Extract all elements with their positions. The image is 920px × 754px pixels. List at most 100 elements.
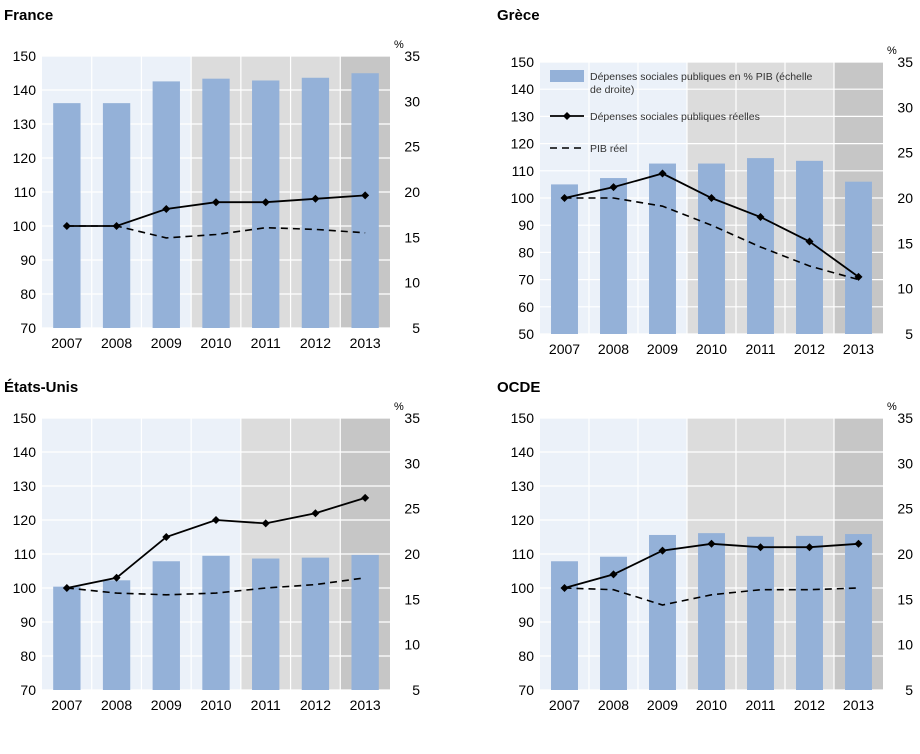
point-marker	[756, 213, 765, 222]
left-tick-label: 140	[511, 444, 535, 460]
left-tick-label: 80	[518, 244, 534, 260]
chart-title: France	[4, 7, 53, 24]
x-tick-label: 2008	[101, 697, 132, 713]
left-tick-label: 90	[518, 217, 534, 233]
left-tick-label: 110	[14, 184, 37, 200]
right-tick-label: 25	[404, 501, 420, 517]
x-tick-label: 2007	[51, 697, 82, 713]
bar	[698, 533, 725, 690]
point-marker	[162, 205, 171, 213]
bar	[600, 178, 627, 334]
right-tick-label: 30	[404, 93, 420, 109]
bar	[698, 163, 725, 334]
series-line-gdp	[66, 577, 366, 596]
point-marker	[261, 519, 270, 528]
chart-panel-1: Grèce 50 60 70 80 90 100 110 120 130 140 150 5 10 15 20…	[497, 7, 913, 357]
right-tick-label: 10	[897, 637, 913, 653]
point-marker	[212, 516, 220, 524]
bar	[551, 184, 578, 334]
x-tick-label: 2007	[549, 697, 580, 713]
x-tick-label: 2011	[745, 697, 775, 713]
left-tick-label: 60	[518, 299, 534, 315]
right-tick-label: 20	[897, 546, 913, 562]
left-tick-label: 130	[13, 478, 37, 494]
x-tick-label: 2009	[151, 335, 182, 351]
left-tick-label: 70	[518, 272, 534, 288]
point-marker	[112, 573, 121, 582]
left-tick-label: 150	[13, 410, 37, 426]
point-marker	[805, 237, 814, 246]
left-tick-label: 100	[511, 190, 535, 206]
right-tick-label: 5	[905, 682, 913, 698]
x-tick-label: 2009	[151, 697, 182, 713]
x-tick-label: 2010	[696, 341, 727, 357]
right-tick-label: 5	[412, 320, 420, 336]
left-tick-label: 150	[13, 48, 37, 64]
left-tick-label: 90	[518, 614, 534, 630]
left-tick-label: 90	[20, 614, 36, 630]
point-marker	[805, 543, 814, 552]
chart-title: OCDE	[497, 379, 540, 396]
x-tick-label: 2013	[350, 697, 381, 713]
left-tick-label: 130	[511, 108, 535, 124]
left-tick-label: 120	[13, 512, 37, 528]
legend-label: Dépenses sociales publiques en % PIB (éc…	[590, 71, 813, 83]
right-tick-label: 35	[897, 410, 913, 426]
point-marker	[62, 222, 71, 230]
left-tick-label: 130	[13, 116, 37, 132]
point-marker	[311, 194, 320, 203]
point-marker	[658, 169, 667, 178]
right-tick-label: 15	[404, 229, 420, 245]
left-tick-label: 140	[511, 81, 535, 97]
x-tick-label: 2011	[745, 341, 775, 357]
right-tick-label: 5	[412, 682, 420, 698]
legend-swatch-bar	[550, 70, 584, 82]
left-tick-label: 120	[511, 512, 535, 528]
bar	[252, 558, 280, 690]
bar	[600, 556, 627, 690]
x-tick-label: 2008	[598, 341, 629, 357]
chart-panel-0: France 70 80 90 100 110 120 130 140 150 5 10 15 20 25 3…	[4, 7, 420, 351]
x-tick-label: 2010	[696, 697, 727, 713]
point-marker	[609, 183, 618, 192]
bar	[845, 534, 872, 690]
right-tick-label: 15	[897, 591, 913, 607]
x-tick-label: 2013	[843, 341, 874, 357]
point-marker	[261, 198, 270, 207]
left-tick-label: 70	[518, 682, 534, 698]
bar	[747, 158, 774, 334]
left-tick-label: 70	[20, 682, 36, 698]
right-tick-label: 30	[897, 455, 913, 471]
left-tick-label: 130	[511, 478, 535, 494]
x-tick-label: 2011	[251, 697, 281, 713]
legend-label: PIB réel	[590, 143, 627, 155]
right-tick-label: 10	[404, 637, 420, 653]
left-tick-label: 100	[511, 580, 535, 596]
right-tick-label: 10	[897, 281, 913, 297]
x-tick-label: 2009	[647, 341, 678, 357]
x-tick-label: 2009	[647, 697, 678, 713]
x-tick-label: 2013	[350, 335, 381, 351]
right-tick-label: 30	[404, 455, 420, 471]
bar	[845, 181, 872, 334]
x-tick-label: 2008	[598, 697, 629, 713]
bar	[551, 561, 578, 690]
series-line-gdp	[564, 197, 859, 281]
left-tick-label: 120	[13, 150, 37, 166]
point-marker	[112, 222, 121, 230]
x-tick-label: 2007	[549, 341, 580, 357]
x-tick-label: 2010	[200, 697, 231, 713]
left-tick-label: 140	[13, 444, 37, 460]
right-tick-label: 10	[404, 275, 420, 291]
point-marker	[609, 570, 618, 579]
x-tick-label: 2012	[300, 335, 331, 351]
series-line-gdp	[564, 587, 859, 606]
right-tick-label: 5	[905, 326, 913, 342]
x-tick-label: 2010	[200, 335, 231, 351]
chart-title: Grèce	[497, 7, 540, 24]
right-tick-label: 25	[897, 501, 913, 517]
point-marker	[854, 539, 863, 548]
x-tick-label: 2011	[251, 335, 281, 351]
left-tick-label: 100	[13, 580, 37, 596]
bar	[53, 103, 81, 328]
